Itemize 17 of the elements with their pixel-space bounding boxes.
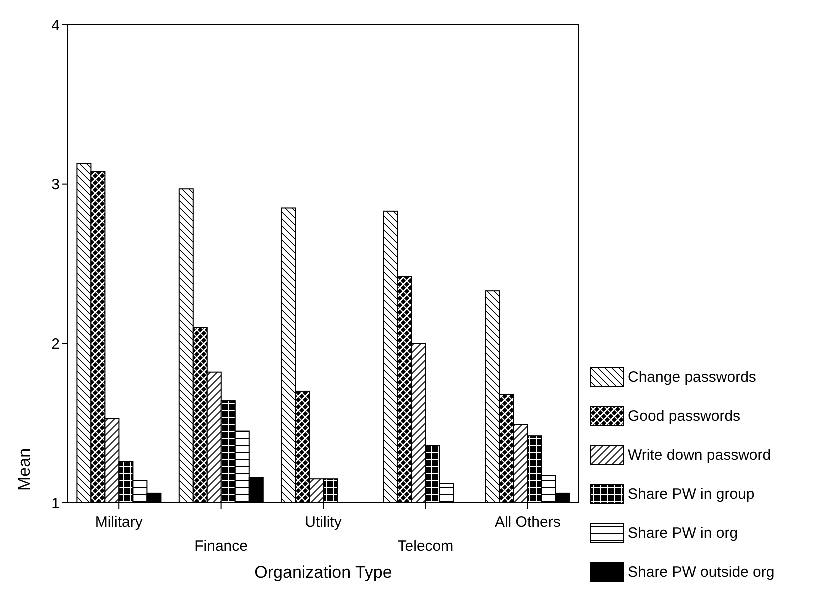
y-tick-label: 2 (52, 336, 60, 353)
text: Share PW in org (628, 524, 738, 542)
x-tick-label: Finance (194, 538, 248, 555)
y-tick-label: 4 (52, 17, 60, 34)
legend-label: Good passwords (628, 408, 741, 424)
x-axis-title: Organization Type (254, 563, 392, 582)
x-tick-label: Military (95, 514, 144, 531)
x-tick-label: Utility (305, 514, 342, 531)
y-tick-label: 3 (52, 176, 60, 194)
x-tick-label: Telecom (398, 538, 454, 555)
text: Change passwords (628, 368, 756, 386)
legend-label: Share PW outside org (628, 564, 775, 580)
y-axis-title: Mean (15, 448, 34, 491)
x-tick-label: All Others (494, 514, 561, 531)
legend-label: Share PW in group (628, 486, 755, 502)
text: Write down password (628, 446, 772, 464)
y-tick-label: 1 (52, 495, 60, 512)
